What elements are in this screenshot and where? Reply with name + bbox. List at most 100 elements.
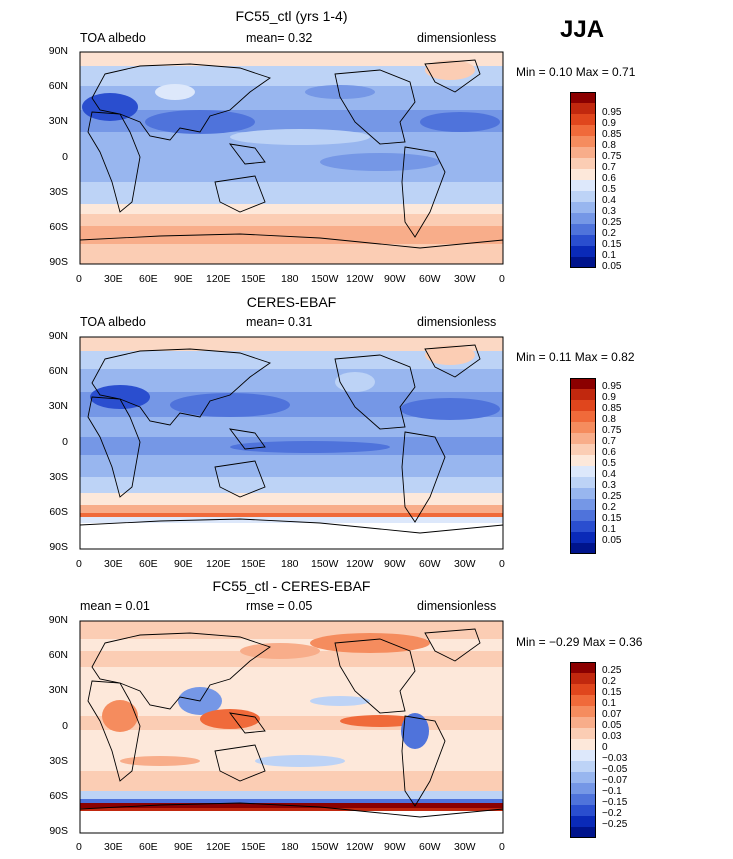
panel-1-colorbar-label: 0.1 [602,250,616,261]
panel-3-title: FC55_ctl - CERES-EBAF [212,578,371,594]
colorbar-swatch [570,532,596,543]
panel-3-lon-tick: 150W [311,841,339,853]
colorbar-swatch [570,147,596,158]
panel-1-center-label: mean= 0.32 [246,31,313,45]
panel-3-map-frame [79,620,504,834]
panel-2-colorbar-label: 0.7 [602,436,616,447]
panel-3-lon-axis: 0 30E 60E 90E 120E 150E 180 150W 120W 90… [76,841,505,855]
season-label: JJA [560,16,605,43]
panel-2-lon-tick: 30E [104,558,123,570]
colorbar-swatch [570,499,596,510]
panel-3-lat-tick: 90S [49,825,68,837]
panel-2-lat-tick: 60N [48,365,68,377]
panel-2-coastlines [79,344,504,534]
panel-2-colorbar-label: 0.6 [602,447,616,458]
panel-2-lon-tick: 150W [311,558,339,570]
panel-1-left-label: TOA albedo [80,31,146,45]
panel-1-colorbar-label: 0.15 [602,239,622,250]
panel-1-lat-tick: 30S [49,186,68,198]
colorbar-swatch [570,662,596,673]
colorbar-swatch [570,202,596,213]
panel-1-colorbar-label: 0.75 [602,151,622,162]
colorbar-swatch [570,466,596,477]
panel-3-colorbar-label: 0 [602,742,608,753]
colorbar-swatch [570,433,596,444]
panel-3-colorbar-label: 0.25 [602,665,622,676]
colorbar-swatch [570,543,596,554]
colorbar-swatch [570,257,596,268]
panel-3-lon-tick: 180 [281,841,299,853]
panel-1-lat-tick: 30N [48,115,68,127]
panel-2-colorbar-label: 0.5 [602,458,616,469]
panel-2-colorbar-label: 0.2 [602,502,616,513]
panel-2-lat-tick: 90N [48,330,68,342]
colorbar-swatch [570,805,596,816]
panel-3-colorbar-label: −0.15 [602,797,628,808]
panel-1-colorbar-label: 0.25 [602,217,622,228]
panel-2-lon-tick: 180 [281,558,299,570]
panel-1-lon-tick: 60E [139,273,158,285]
panel-1-right-label: dimensionless [417,31,497,45]
colorbar-swatch [570,510,596,521]
panel-2-title: CERES-EBAF [246,294,337,310]
panel-2-colorbar-label: 0.75 [602,425,622,436]
panel-3-lat-tick: 60S [49,790,68,802]
colorbar-swatch [570,717,596,728]
panel-1-lon-tick: 0 [499,273,505,285]
colorbar-swatch [570,739,596,750]
panel-3-right-label: dimensionless [417,599,497,613]
panel-3-colorbar-label: −0.07 [602,775,628,786]
panel-3-lon-tick: 60E [139,841,158,853]
panel-3-map [79,620,504,834]
panel-2-colorbar-label: 0.8 [602,414,616,425]
panel-1-lon-tick: 180 [281,273,299,285]
panel-3-lat-tick: 30S [49,755,68,767]
colorbar-swatch [570,444,596,455]
panel-3-colorbar-label: −0.03 [602,753,628,764]
panel-1-lon-tick: 150W [311,273,339,285]
colorbar-swatch [570,827,596,838]
panel-3-center-label: rmse = 0.05 [246,599,313,613]
panel-1-lon-tick: 30E [104,273,123,285]
panel-2-lon-tick: 0 [76,558,82,570]
panel-1-colorbar-label: 0.9 [602,118,616,129]
panel-1-lon-tick: 60W [419,273,441,285]
panel-3-colorbar-label: 0.15 [602,687,622,698]
panel-2-lon-tick: 150E [241,558,266,570]
colorbar-swatch [570,389,596,400]
colorbar-swatch [570,92,596,103]
colorbar-swatch [570,213,596,224]
panel-1-colorbar-label: 0.4 [602,195,616,206]
panel-1-lon-tick: 150E [241,273,266,285]
panel-2-lon-tick: 60E [139,558,158,570]
colorbar-swatch [570,477,596,488]
panel-2-colorbar-label: 0.3 [602,480,616,491]
panel-3-lon-tick: 120W [346,841,374,853]
panel-3-colorbar-label: 0.2 [602,676,616,687]
panel-1-colorbar-label: 0.5 [602,184,616,195]
colorbar-swatch [570,114,596,125]
colorbar-swatch [570,191,596,202]
panel-1-arctic-band [80,52,503,66]
panel-2-lat-tick: 90S [49,541,68,553]
colorbar-swatch [570,246,596,257]
panel-3-lon-tick: 30E [104,841,123,853]
panel-1-lat-tick: 60S [49,221,68,233]
panel-3-colorbar-label: −0.25 [602,819,628,830]
colorbar-swatch [570,706,596,717]
colorbar-swatch [570,455,596,466]
colorbar-swatch [570,378,596,389]
colorbar-swatch [570,400,596,411]
panel-3-lat-tick: 30N [48,684,68,696]
panel-1-map-frame [79,51,504,265]
panel-1-title: FC55_ctl (yrs 1-4) [235,8,348,24]
panel-3-coastlines [79,628,504,818]
panel-1-map [79,51,504,265]
panel-1-colorbar-label: 0.3 [602,206,616,217]
panel-1-min-max: Min = 0.10 Max = 0.71 [516,65,636,79]
colorbar-swatch [570,695,596,706]
panel-2-colorbar-label: 0.9 [602,392,616,403]
colorbar-swatch [570,158,596,169]
panel-3-lat-tick: 90N [48,614,68,626]
panel-1-lon-tick: 120W [346,273,374,285]
